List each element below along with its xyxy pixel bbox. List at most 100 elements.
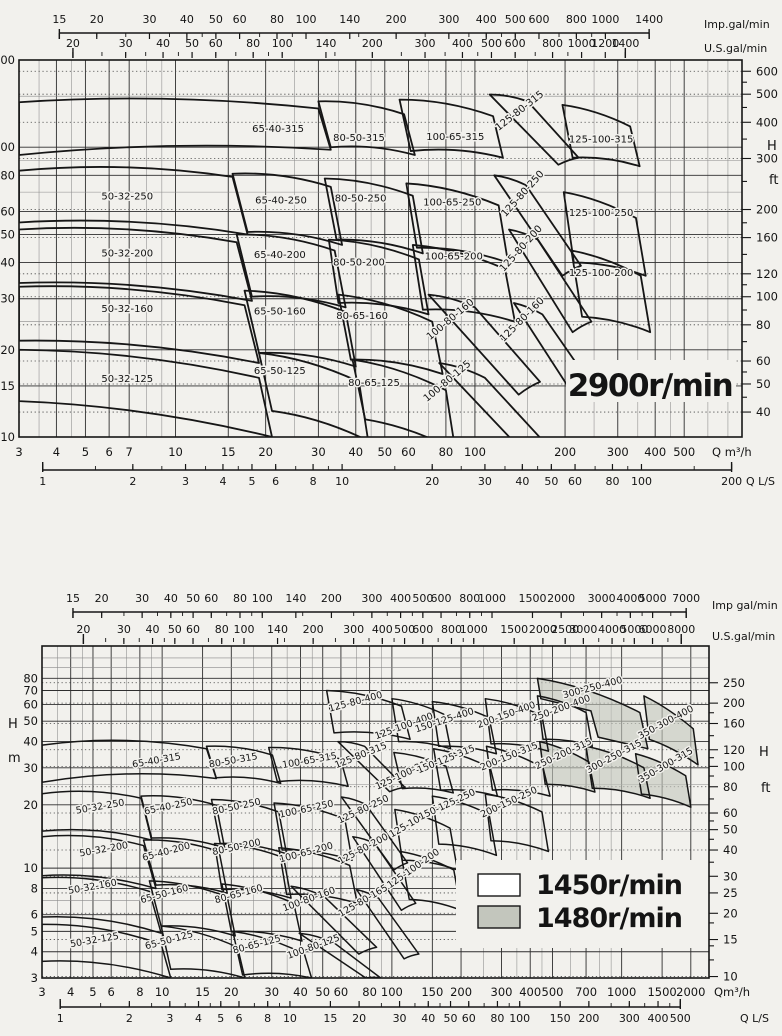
- imp-gal-tick: 500: [505, 13, 526, 26]
- region-outline-50-32-200: [19, 226, 253, 302]
- imp-gal-tick: 800: [459, 592, 480, 605]
- imp-gal-tick: 60: [204, 592, 218, 605]
- ft-tick-right: 20: [723, 906, 738, 920]
- imp-gal-tick: 1000: [591, 13, 619, 26]
- region-outline-65-50-160: [243, 289, 357, 368]
- ft-tick-right: 60: [756, 354, 771, 368]
- q-tick: 10: [168, 445, 183, 459]
- region-outline-80-50-200: [327, 238, 430, 316]
- ls-tick: 6: [272, 475, 279, 488]
- imp-gal-tick: 15: [52, 13, 66, 26]
- region-label-80-65-125: 80-65-125: [348, 378, 400, 389]
- region-outline-80-65-160: [221, 883, 303, 942]
- q-tick: 300: [607, 445, 629, 459]
- region-outline-100-80-160: [290, 885, 378, 955]
- region-outline-65-50-125: [258, 352, 369, 437]
- ft-tick-right: 40: [756, 405, 771, 419]
- region-outline-50-32-160: [42, 876, 162, 934]
- us-gal-tick: 200: [362, 37, 383, 50]
- right-axis-ft-label: ft: [769, 173, 778, 188]
- ft-tick-right: 10: [723, 970, 738, 984]
- ft-tick-right: 400: [756, 115, 778, 129]
- us-gal-tick: 500: [394, 623, 415, 636]
- legend-swatch-1480r/min: [477, 905, 521, 929]
- ft-tick-right: 40: [723, 843, 738, 857]
- q-tick: 100: [381, 985, 403, 999]
- region-label-50-32-250: 50-32-250: [101, 192, 153, 203]
- ft-tick-right: 25: [723, 886, 738, 900]
- ft-tick-right: 300: [756, 151, 778, 165]
- left-axis-m-label: m: [8, 751, 21, 766]
- imp-gal-tick: 3000: [588, 592, 616, 605]
- ft-tick-right: 15: [723, 933, 738, 947]
- ls-tick: 5: [217, 1012, 224, 1025]
- us-gal-tick: 5000: [620, 623, 648, 636]
- q-axis-unit: Qm³/h: [714, 985, 750, 999]
- imp-gal-tick: 200: [321, 592, 342, 605]
- us-gal-tick: 800: [441, 623, 462, 636]
- h-tick-left: 200: [0, 53, 15, 67]
- ls-tick: 400: [648, 1012, 669, 1025]
- region-label-50-32-125: 50-32-125: [69, 931, 119, 950]
- us-gal-tick: 60: [186, 623, 200, 636]
- region-outline-65-40-250: [140, 795, 226, 849]
- region-outline-100-65-315: [398, 98, 504, 159]
- region-outline-80-50-250: [323, 177, 424, 255]
- h-tick-left: 15: [0, 379, 15, 393]
- q-tick: 1500: [647, 985, 676, 999]
- region-outline-125-80-250: [493, 174, 582, 277]
- region-outline-100-65-315: [267, 746, 349, 788]
- us-gal-tick: 30: [117, 623, 131, 636]
- ls-tick: 8: [310, 475, 317, 488]
- region-outline-50-32-125: [42, 923, 172, 978]
- h-tick-left: 5: [31, 924, 38, 938]
- right-axis-H-label: H: [767, 139, 777, 154]
- h-tick-left: 20: [0, 343, 15, 357]
- us-gal-tick: 500: [481, 37, 502, 50]
- h-tick-left: 50: [0, 227, 15, 241]
- imp-gal-tick: 400: [476, 13, 497, 26]
- chart-bottom: 50-32-12550-32-16050-32-20050-32-25065-5…: [8, 592, 778, 1025]
- ls-tick: 3: [182, 475, 189, 488]
- region-outline-125-80-250: [340, 796, 409, 871]
- q-tick: 7: [126, 445, 133, 459]
- imp-gal-tick: 2000: [547, 592, 575, 605]
- region-outline-50-32-200: [42, 834, 157, 890]
- region-outline-125-80-315: [337, 740, 406, 793]
- ft-tick-right: 50: [723, 823, 738, 837]
- us-gal-tick: 3000: [569, 623, 597, 636]
- imp-gal-tick: 4000: [616, 592, 644, 605]
- ls-tick: 300: [619, 1012, 640, 1025]
- region-outline-250-200-315: [538, 740, 596, 793]
- us-gal-tick: 80: [246, 37, 260, 50]
- region-outline-125-100-200: [570, 249, 652, 334]
- region-outline-100-80-160: [427, 293, 541, 396]
- pump-regions-top: 50-32-125 50-32-160 50-32-200 50-32-250 65-5…: [19, 88, 652, 437]
- imp-gal-tick: 30: [135, 592, 149, 605]
- q-tick: 40: [293, 985, 308, 999]
- h-tick-left: 60: [23, 698, 38, 712]
- region-label-125-100-200: 125-100-200: [569, 268, 633, 279]
- ls-tick: 200: [578, 1012, 599, 1025]
- q-tick: 15: [195, 985, 210, 999]
- region-outline-80-50-315: [205, 745, 282, 785]
- us-gal-tick: 80: [215, 623, 229, 636]
- q-tick: 20: [258, 445, 273, 459]
- us-gal-tick: 140: [267, 623, 288, 636]
- region-outline-125-100-250: [562, 191, 647, 277]
- imp-gal-tick: 800: [566, 13, 587, 26]
- q-tick: 60: [334, 985, 349, 999]
- us-gal-tick: 100: [233, 623, 254, 636]
- imp-gal-tick: 100: [252, 592, 273, 605]
- imp-gal-tick: 30: [142, 13, 156, 26]
- us-gal-unit: U.S.gal/min: [704, 42, 767, 55]
- imp-gal-tick: 50: [209, 13, 223, 26]
- ls-tick: 10: [335, 475, 349, 488]
- region-label-80-50-200: 80-50-200: [333, 258, 385, 269]
- region-label-65-50-160: 65-50-160: [254, 306, 306, 317]
- region-label-50-32-160: 50-32-160: [101, 304, 153, 315]
- ls-tick: 8: [264, 1012, 271, 1025]
- us-gal-tick: 200: [303, 623, 324, 636]
- q-tick: 150: [421, 985, 443, 999]
